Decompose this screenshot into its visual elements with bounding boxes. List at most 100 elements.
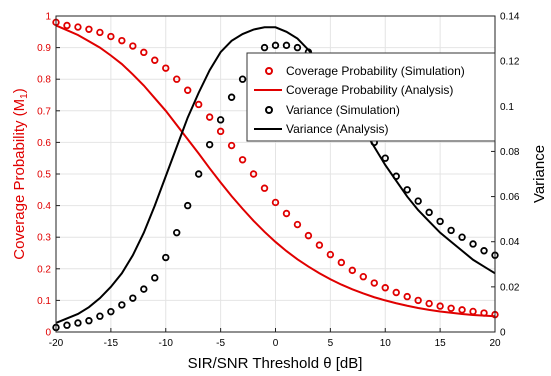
x-tick-label-4: 0 — [273, 338, 279, 349]
data-point-variance-simulation-31 — [392, 172, 400, 180]
legend-marker-coverage-simulation — [265, 67, 273, 75]
data-point-variance-simulation-34 — [425, 208, 433, 217]
data-point-coverage-probability-simulation-20 — [271, 198, 280, 207]
series-markers-variance-simulation — [52, 41, 499, 332]
data-point-coverage-probability-simulation-28 — [359, 273, 367, 281]
data-point-coverage-probability-simulation-22 — [293, 220, 302, 229]
data-point-coverage-probability-simulation-25 — [326, 250, 335, 259]
data-point-variance-simulation-33 — [414, 197, 422, 205]
data-point-variance-simulation-14 — [205, 140, 214, 149]
data-point-coverage-probability-simulation-26 — [337, 258, 346, 267]
y-left-tick-label-8: 0.8 — [37, 75, 51, 86]
data-point-coverage-probability-simulation-35 — [436, 302, 444, 310]
y-left-tick-label-1: 0.1 — [37, 296, 51, 307]
data-point-coverage-probability-simulation-37 — [458, 306, 466, 314]
data-point-coverage-probability-simulation-5 — [107, 32, 115, 41]
y-left-tick-label-2: 0.2 — [37, 264, 51, 275]
data-point-coverage-probability-simulation-3 — [85, 25, 93, 33]
data-point-coverage-probability-simulation-9 — [151, 56, 159, 64]
data-point-coverage-probability-simulation-13 — [194, 100, 203, 109]
data-point-coverage-probability-simulation-36 — [447, 304, 455, 312]
data-point-variance-simulation-13 — [194, 170, 203, 178]
y-right-tick-label-4: 0.08 — [500, 147, 520, 158]
data-point-coverage-probability-simulation-19 — [260, 184, 269, 192]
data-point-variance-simulation-22 — [293, 43, 302, 52]
legend-label-coverage-analysis: Coverage Probability (Analysis) — [286, 83, 453, 97]
y-left-tick-label-6: 0.6 — [37, 138, 51, 149]
data-point-variance-simulation-19 — [260, 43, 269, 52]
y-right-tick-label-0: 0 — [500, 328, 506, 339]
y-right-tick-label-2: 0.04 — [500, 237, 520, 248]
x-tick-label-6: 10 — [380, 338, 392, 349]
data-point-coverage-probability-simulation-2 — [74, 23, 82, 31]
data-point-coverage-probability-simulation-16 — [227, 141, 236, 150]
data-point-variance-simulation-11 — [173, 228, 181, 237]
data-point-variance-simulation-36 — [447, 226, 455, 235]
data-point-variance-simulation-39 — [480, 247, 488, 255]
data-point-coverage-probability-simulation-14 — [205, 113, 214, 121]
tick-labels: -20 -15 -10 -5 0 5 10 15 2000.10.20.30.40.50.60.… — [37, 12, 520, 350]
data-point-coverage-probability-simulation-34 — [425, 299, 433, 308]
legend-entry-coverage-analysis: Coverage Probability (Analysis) — [254, 83, 453, 97]
x-tick-label-8: 20 — [489, 338, 501, 349]
data-point-coverage-probability-simulation-24 — [315, 241, 324, 249]
y-left-tick-label-4: 0.4 — [37, 201, 51, 212]
x-tick-label-0: -20 — [49, 338, 64, 349]
data-point-coverage-probability-simulation-1 — [63, 21, 71, 30]
y-left-tick-label-0: 0 — [45, 328, 51, 339]
data-point-variance-simulation-20 — [271, 41, 280, 50]
legend-entry-coverage-simulation: Coverage Probability (Simulation) — [265, 64, 465, 78]
y-left-tick-label-7: 0.7 — [37, 106, 51, 117]
data-point-coverage-probability-simulation-6 — [118, 36, 126, 45]
x-tick-label-5: 5 — [328, 338, 334, 349]
x-tick-label-1: -15 — [104, 338, 119, 349]
y-right-tick-label-5: 0.1 — [500, 102, 514, 113]
data-point-coverage-probability-simulation-8 — [140, 48, 148, 57]
data-point-variance-simulation-12 — [183, 201, 192, 210]
data-point-coverage-probability-simulation-27 — [348, 266, 357, 275]
data-point-coverage-probability-simulation-38 — [469, 307, 477, 316]
data-point-coverage-probability-simulation-4 — [96, 28, 104, 37]
data-point-coverage-probability-simulation-18 — [249, 170, 258, 178]
y-axis-left-label-main: Coverage Probability (M — [11, 99, 28, 260]
data-point-variance-simulation-5 — [107, 307, 115, 316]
data-point-coverage-probability-simulation-11 — [173, 75, 181, 83]
y-left-tick-label-5: 0.5 — [37, 170, 51, 181]
data-point-coverage-probability-simulation-7 — [129, 42, 137, 50]
y-axis-left-label-close: ) — [11, 88, 28, 93]
data-point-variance-simulation-35 — [436, 217, 444, 226]
data-point-coverage-probability-simulation-23 — [304, 231, 313, 240]
data-point-variance-simulation-2 — [74, 319, 82, 327]
data-point-variance-simulation-10 — [162, 253, 170, 262]
y-axis-left-label: Coverage Probability (M1) — [11, 88, 30, 259]
x-tick-label-2: -10 — [159, 338, 174, 349]
y-left-tick-label-10: 1 — [45, 12, 51, 23]
data-point-variance-simulation-38 — [469, 240, 477, 248]
x-tick-label-3: -5 — [216, 338, 225, 349]
y-left-tick-label-9: 0.9 — [37, 43, 51, 54]
y-axis-left-label-subscript: 1 — [19, 93, 30, 99]
data-point-variance-simulation-32 — [403, 186, 411, 194]
data-point-coverage-probability-simulation-21 — [282, 209, 291, 218]
series-line-coverage-probability-analysis — [55, 24, 496, 318]
data-point-variance-simulation-37 — [458, 233, 466, 241]
legend-marker-variance-simulation — [265, 106, 273, 114]
data-point-variance-simulation-4 — [96, 312, 104, 320]
x-tick-label-7: 15 — [435, 338, 447, 349]
y-right-tick-label-3: 0.06 — [500, 192, 520, 203]
y-left-tick-label-3: 0.3 — [37, 233, 51, 244]
data-point-variance-simulation-9 — [151, 274, 159, 282]
data-point-coverage-probability-simulation-39 — [480, 309, 488, 317]
data-point-variance-simulation-1 — [63, 321, 71, 329]
data-point-variance-simulation-17 — [238, 75, 247, 83]
data-point-coverage-probability-simulation-10 — [162, 64, 170, 72]
data-point-coverage-probability-simulation-33 — [414, 296, 422, 305]
data-point-variance-simulation-3 — [85, 317, 93, 325]
data-point-coverage-probability-simulation-31 — [392, 288, 400, 297]
data-point-variance-simulation-30 — [381, 154, 389, 162]
data-point-variance-simulation-8 — [140, 285, 148, 293]
y-right-tick-label-6: 0.12 — [500, 57, 520, 68]
data-point-variance-simulation-21 — [282, 41, 291, 50]
data-point-variance-simulation-16 — [227, 93, 236, 101]
